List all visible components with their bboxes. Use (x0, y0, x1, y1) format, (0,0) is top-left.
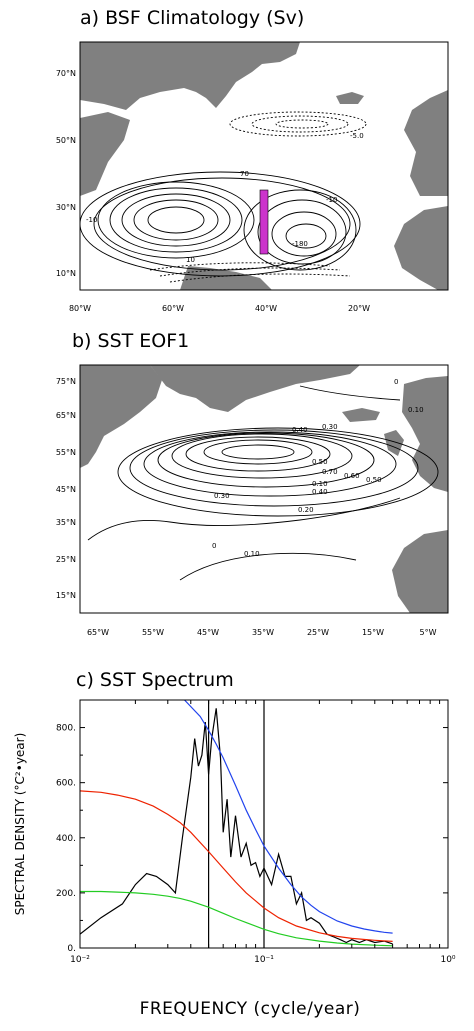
panel-b: b) SST EOF1 (56, 330, 449, 637)
panel-b-frame (79, 364, 449, 614)
y-tick-label: 200. (56, 889, 76, 899)
tick-label: 15°N (56, 591, 76, 600)
series-line-1 (80, 708, 393, 945)
tick-label: 40°W (255, 304, 277, 313)
tick-label: 65°W (87, 628, 109, 637)
tick-label: 15°W (362, 628, 384, 637)
land-canada (80, 365, 162, 468)
tick-label: 70°N (56, 69, 76, 78)
panel-c: c) SST Spectrum 0.200.400.600.800. 10⁻² 1… (13, 669, 456, 1019)
transect-highlight (259, 189, 269, 255)
series-line-4 (80, 890, 393, 947)
land-greenland (80, 42, 300, 110)
contour-label: 70 (240, 170, 249, 178)
land-greenland (150, 365, 360, 412)
panel-a-title: a) BSF Climatology (Sv) (80, 7, 304, 29)
panel-a-frame (79, 41, 449, 291)
panel-a: a) BSF Climatology (Sv) (56, 7, 449, 313)
land-s-america (180, 266, 272, 290)
tick-label: 35°N (56, 518, 76, 527)
tick-label: 55°W (142, 628, 164, 637)
land-africa (392, 530, 448, 613)
panel-a-x-ticks: 80°W 60°W 40°W 20°W (69, 304, 370, 313)
panel-b-y-ticks: 75°N 65°N 55°N 45°N 35°N 25°N 15°N (56, 377, 76, 600)
tick-label: 75°N (56, 377, 76, 386)
land-canada (80, 112, 130, 196)
x-axis-label: FREQUENCY (cycle/year) (140, 999, 361, 1019)
spectrum-plot (80, 700, 393, 948)
contour-label: 10 (186, 256, 195, 264)
panel-a-y-ticks: 70°N 50°N 30°N 10°N (56, 69, 76, 278)
tick-label: 10°N (56, 269, 76, 278)
panel-b-title: b) SST EOF1 (72, 330, 189, 352)
contour-label: 0.10 (244, 550, 260, 558)
series-line-2 (184, 700, 393, 934)
y-tick-label: 0. (67, 944, 76, 954)
tick-label: 5°W (420, 628, 437, 637)
land-europe (404, 90, 448, 196)
contour-label: 0 (212, 542, 216, 550)
contour-label: 0.10 (408, 406, 424, 414)
panel-b-map: 0.10 0.40 0.30 0.50 0.70 0.60 0.50 0.40 … (80, 365, 448, 613)
land-europe (402, 376, 448, 492)
contour-label: 0.10 (312, 480, 328, 488)
panel-b-x-ticks: 65°W 55°W 45°W 35°W 25°W 15°W 5°W (87, 628, 437, 637)
contour-label: -10 (326, 196, 337, 204)
tick-label: 30°N (56, 203, 76, 212)
tick-label: 80°W (69, 304, 91, 313)
panel-a-contour-labels: -5.0 70 -10 -10 10 -180 (86, 132, 364, 264)
series-line-3 (80, 790, 393, 942)
contour-label: 0.50 (312, 458, 328, 466)
tick-label: 35°W (252, 628, 274, 637)
contour-label: 0.50 (366, 476, 382, 484)
contour-label: -10 (86, 216, 97, 224)
land-iceland (336, 92, 364, 104)
tick-label: 20°W (348, 304, 370, 313)
tick-label: 65°N (56, 411, 76, 420)
y-tick-label: 400. (56, 834, 76, 844)
tick-label: 25°N (56, 555, 76, 564)
contour-label: -180 (292, 240, 308, 248)
contour-label: 0.40 (312, 488, 328, 496)
panel-c-x-ticks: 10⁻² 10⁻¹ 10⁰ (70, 700, 456, 965)
eof-contours (87, 385, 439, 581)
contour-label: 0.30 (214, 492, 230, 500)
contour-label: 0.70 (322, 468, 338, 476)
x-tick-label: 10⁰ (440, 955, 455, 965)
tick-label: 45°N (56, 485, 76, 494)
tick-label: 55°N (56, 448, 76, 457)
tick-label: 45°W (197, 628, 219, 637)
land-africa (394, 206, 448, 290)
x-tick-label: 10⁻¹ (254, 955, 274, 965)
y-tick-label: 800. (56, 724, 76, 734)
panel-c-title: c) SST Spectrum (76, 669, 234, 691)
x-tick-label: 10⁻² (70, 955, 90, 965)
tick-label: 50°N (56, 136, 76, 145)
bsf-contours (80, 111, 367, 283)
contour-label: 0.40 (292, 426, 308, 434)
contour-label: 0.60 (344, 472, 360, 480)
contour-label: -5.0 (350, 132, 364, 140)
panel-a-map: -5.0 70 -10 -10 10 -180 (80, 42, 448, 290)
y-tick-label: 600. (56, 779, 76, 789)
panel-c-y-ticks: 0. 200. 400. 600. 800. (56, 724, 448, 954)
tick-label: 60°W (162, 304, 184, 313)
y-axis-label: SPECTRAL DENSITY (°C²•year) (13, 733, 27, 916)
land-iceland (342, 408, 380, 422)
panel-b-contour-labels: 0.10 0.40 0.30 0.50 0.70 0.60 0.50 0.40 … (212, 378, 424, 558)
tick-label: 25°W (307, 628, 329, 637)
contour-label: 0 (394, 378, 398, 386)
contour-label: 0.20 (298, 506, 314, 514)
contour-label: 0.30 (322, 423, 338, 431)
